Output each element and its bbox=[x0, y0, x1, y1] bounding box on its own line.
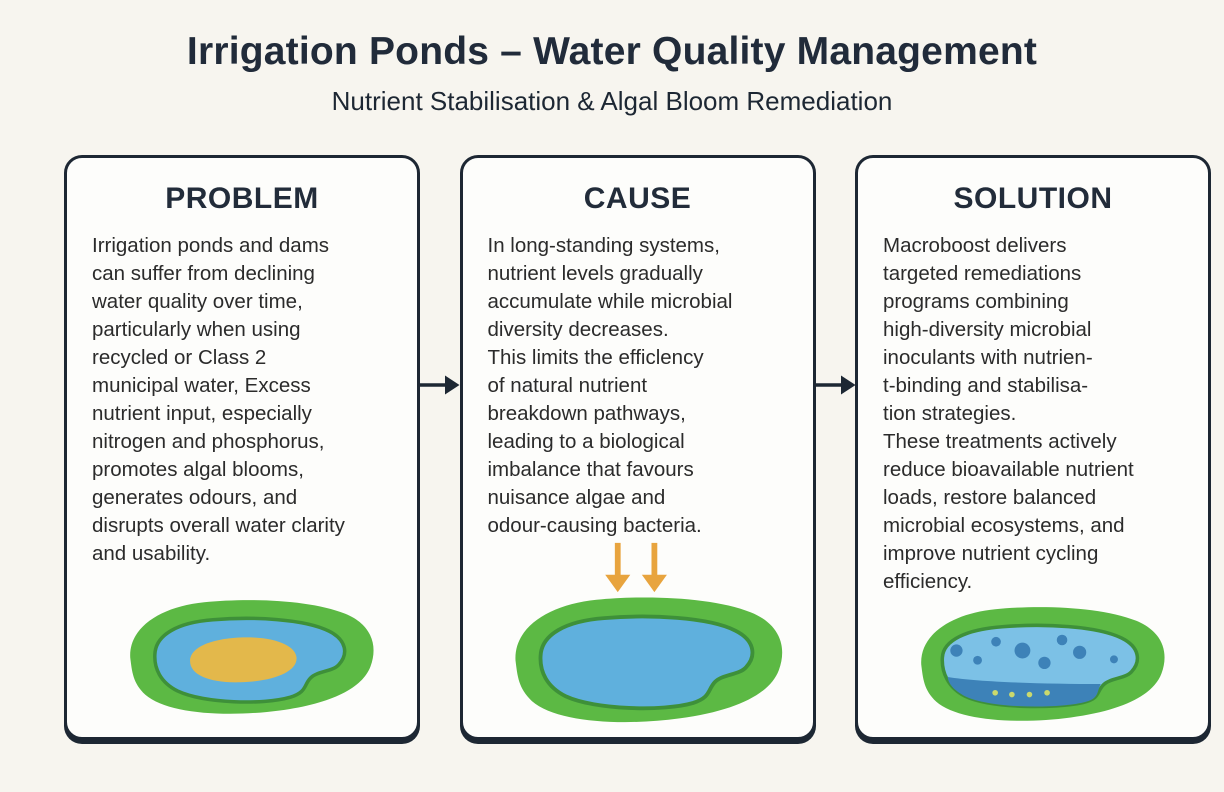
card-cause: CAUSE In long-standing systems, nutrient… bbox=[459, 155, 816, 740]
card-problem: PROBLEM Irrigation ponds and dams can su… bbox=[64, 155, 420, 740]
right-arrow-icon bbox=[815, 375, 855, 395]
flow-connector bbox=[420, 155, 460, 740]
right-arrow-icon bbox=[420, 375, 460, 395]
flow-diagram: PROBLEM Irrigation ponds and dams can su… bbox=[64, 155, 1211, 740]
pond-with-microbial-treatment-illustration bbox=[883, 596, 1183, 728]
page-header: Irrigation Ponds – Water Quality Managem… bbox=[0, 0, 1224, 117]
card-solution-body: Macroboost delivers targeted remediation… bbox=[883, 234, 1134, 593]
card-problem-body: Irrigation ponds and dams can suffer fro… bbox=[92, 234, 345, 565]
microbe-dots bbox=[950, 634, 1118, 670]
card-cause-title: CAUSE bbox=[583, 182, 692, 215]
pond-algal-bloom-icon bbox=[130, 600, 374, 714]
card-solution-title: SOLUTION bbox=[953, 182, 1113, 215]
page-title: Irrigation Ponds – Water Quality Managem… bbox=[186, 30, 1038, 73]
flow-connector bbox=[815, 155, 855, 740]
pond-microbial-treatment-icon bbox=[921, 607, 1165, 721]
treatment-dots bbox=[992, 689, 1050, 698]
double-down-arrows-icon bbox=[604, 542, 667, 593]
card-problem-title: PROBLEM bbox=[165, 182, 319, 215]
pond-with-nutrient-inflow-illustration bbox=[488, 540, 788, 730]
page-subtitle: Nutrient Stabilisation & Algal Bloom Rem… bbox=[331, 86, 893, 116]
card-solution: SOLUTION Macroboost delivers targeted re… bbox=[855, 155, 1211, 740]
pond-with-algal-bloom-illustration bbox=[92, 589, 392, 721]
card-cause-body: In long-standing systems, nutrient level… bbox=[487, 234, 733, 537]
pond-nutrient-inflow-icon bbox=[514, 542, 782, 723]
